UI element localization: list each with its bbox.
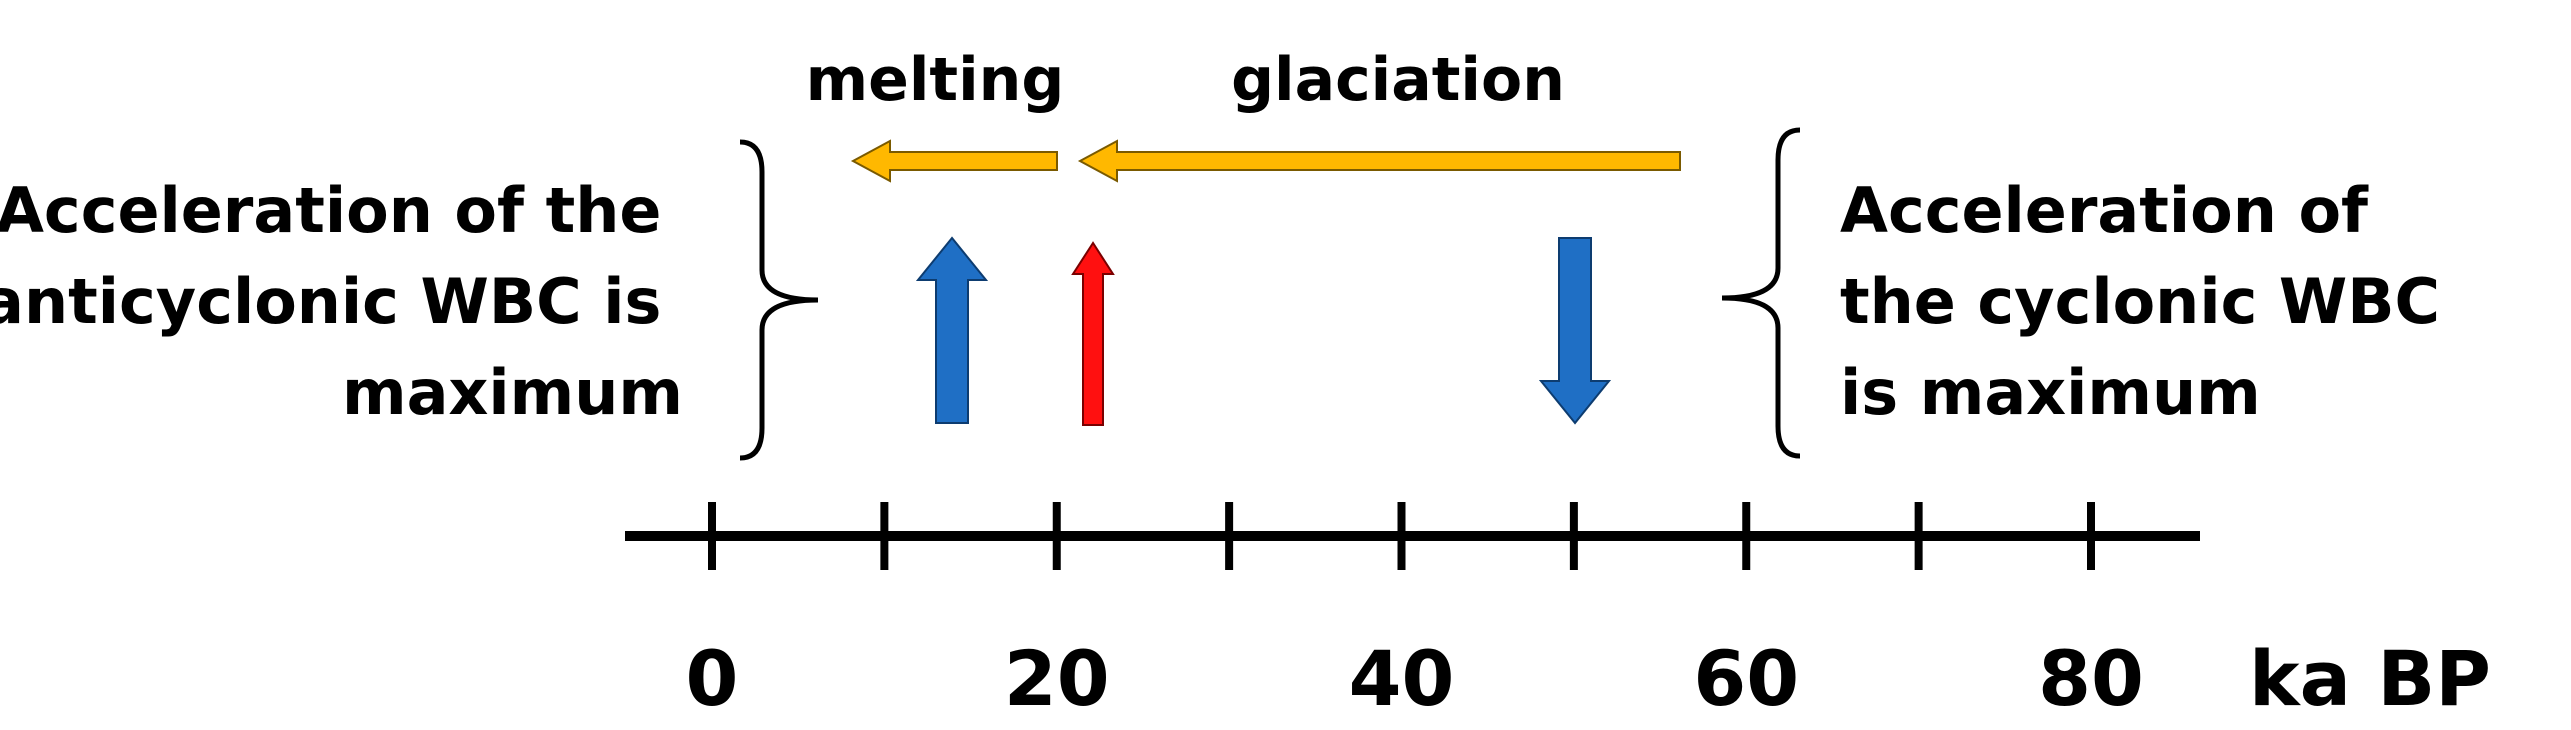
melting-label: melting <box>806 45 1065 115</box>
axis-tick-label-40: 40 <box>1349 634 1455 723</box>
axis-unit-label: ka BP <box>2249 634 2491 723</box>
up-arrow-red <box>1071 241 1115 426</box>
left-note-line-2: anticyclonic WBC is <box>0 265 661 338</box>
down-arrow-blue <box>1538 237 1612 425</box>
left-note-line-1: Acceleration of the <box>0 174 661 247</box>
glaciation-arrow <box>1077 139 1681 183</box>
axis-tick-label-0: 0 <box>686 634 739 723</box>
timeline-tick-labels: 0 20 40 60 80 <box>686 634 2144 723</box>
left-brace <box>739 139 819 461</box>
timeline-ticks <box>708 502 2095 570</box>
axis-tick-label-80: 80 <box>2038 634 2144 723</box>
melting-arrow <box>850 139 1058 183</box>
glaciation-label: glaciation <box>1231 45 1565 115</box>
up-arrow-blue <box>915 236 989 424</box>
axis-tick-label-60: 60 <box>1693 634 1799 723</box>
right-note-line-3: is maximum <box>1840 356 2261 429</box>
right-note: Acceleration of the cyclonic WBC is maxi… <box>1840 174 2462 429</box>
right-note-line-1: Acceleration of <box>1840 174 2369 247</box>
right-note-line-2: the cyclonic WBC <box>1840 265 2440 338</box>
right-brace <box>1721 127 1801 459</box>
axis-tick-label-20: 20 <box>1004 634 1110 723</box>
left-note-line-3: maximum <box>342 356 683 429</box>
left-note: Acceleration of the anticyclonic WBC is … <box>0 174 683 429</box>
